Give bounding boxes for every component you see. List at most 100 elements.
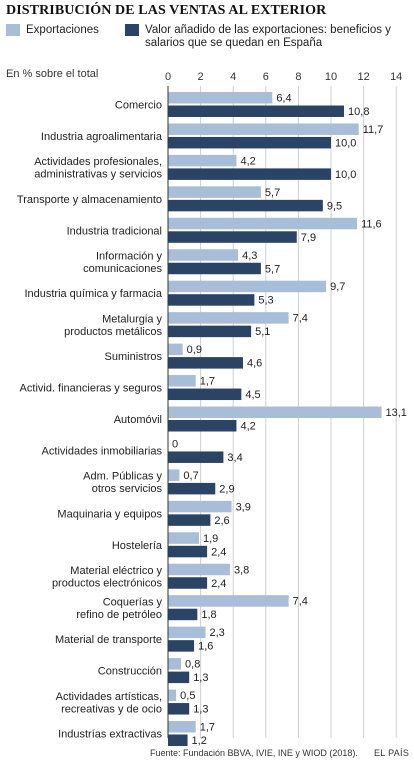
value-label-exportaciones: 0,7 [183, 470, 198, 482]
x-tick-label: 2 [198, 71, 204, 83]
bar-exportaciones [168, 469, 180, 481]
bar-valor-anadido [168, 105, 345, 117]
bar-exportaciones [168, 280, 327, 293]
legend-swatch-exportaciones [6, 24, 20, 36]
value-label-exportaciones: 7,4 [293, 313, 308, 325]
x-tick-label: 6 [263, 71, 269, 83]
legend-label-exportaciones: Exportaciones [26, 24, 99, 36]
bar-exportaciones [168, 721, 196, 733]
category-label: Industria agroalimentaria [41, 131, 163, 143]
bar-valor-anadido [168, 388, 242, 401]
category-label: Actividades artísticas, [56, 691, 162, 703]
category-label: Suministros [105, 351, 163, 363]
legend-item-exportaciones: Exportaciones [6, 24, 99, 37]
bar-valor-anadido [168, 136, 331, 149]
unit-label: En % sobre el total [6, 68, 99, 80]
category-label: recreativas y de ocio [61, 703, 162, 715]
category-label: Transporte y almacenamiento [17, 194, 162, 206]
value-label-valor-anadido: 1,8 [201, 609, 216, 621]
value-label-exportaciones: 1,7 [200, 376, 215, 388]
x-tick-label: 4 [230, 71, 236, 83]
legend-item-valor-anadido: Valor añadido de las exportaciones: bene… [125, 24, 410, 50]
category-label: productos electrónicos [52, 578, 163, 590]
category-label: Información y [96, 251, 163, 263]
value-label-valor-anadido: 2,4 [211, 578, 226, 590]
x-tick-label: 14 [390, 71, 402, 83]
bar-valor-anadido [168, 514, 211, 526]
value-label-exportaciones: 6,4 [276, 93, 291, 105]
category-label: Activid. financieras y seguros [20, 383, 163, 395]
value-label-exportaciones: 0,8 [185, 659, 200, 671]
value-label-exportaciones: 1,9 [203, 533, 218, 545]
category-label: Industria química y farmacia [24, 288, 162, 300]
value-label-valor-anadido: 4,5 [245, 389, 260, 401]
bar-exportaciones [168, 217, 358, 230]
value-label-exportaciones: 7,4 [293, 596, 308, 608]
bar-valor-anadido [168, 703, 190, 715]
value-label-exportaciones: 0,5 [180, 690, 195, 702]
bar-valor-anadido [168, 231, 297, 243]
value-label-exportaciones: 3,8 [234, 564, 249, 576]
category-label: Industrías extractivas [58, 729, 162, 741]
category-label: administrativas y servicios [34, 169, 162, 181]
value-label-valor-anadido: 1,6 [198, 641, 213, 653]
category-label: Material eléctrico y [70, 565, 162, 577]
value-label-exportaciones: 4,3 [242, 250, 257, 262]
bar-valor-anadido [168, 325, 252, 338]
bar-exportaciones [168, 406, 382, 418]
bar-exportaciones [168, 249, 239, 261]
category-label: Automóvil [114, 414, 162, 426]
bar-valor-anadido [168, 671, 190, 684]
value-label-valor-anadido: 7,9 [301, 232, 316, 244]
value-label-exportaciones: 4,2 [240, 155, 255, 167]
value-label-exportaciones: 2,3 [209, 627, 224, 639]
bar-exportaciones [168, 343, 183, 356]
bar-valor-anadido [168, 545, 208, 558]
value-label-valor-anadido: 4,2 [240, 421, 255, 433]
bar-exportaciones [168, 123, 359, 135]
category-label: Hostelería [112, 540, 163, 552]
value-label-valor-anadido: 10,0 [335, 169, 356, 181]
category-label: Maquinaria y equipos [57, 508, 162, 520]
bar-valor-anadido [168, 168, 331, 180]
value-label-valor-anadido: 3,4 [227, 452, 242, 464]
value-label-exportaciones: 3,9 [236, 501, 251, 513]
value-label-exportaciones: 1,7 [200, 722, 215, 734]
x-tick-label: 0 [165, 71, 171, 83]
x-tick-label: 12 [357, 71, 369, 83]
value-label-valor-anadido: 5,1 [255, 326, 270, 338]
category-label: productos metálicos [64, 326, 162, 338]
bar-exportaciones [168, 375, 196, 387]
category-label: Comercio [115, 100, 162, 112]
bar-exportaciones [168, 626, 206, 639]
category-label: comunicaciones [83, 263, 162, 275]
category-label: Actividades inmobiliarias [42, 445, 163, 457]
legend-label-valor-anadido: Valor añadido de las exportaciones: bene… [145, 24, 391, 49]
category-label: otros servicios [92, 483, 163, 495]
bar-valor-anadido [168, 294, 255, 306]
x-tick-label: 8 [295, 71, 301, 83]
value-label-valor-anadido: 2,6 [214, 515, 229, 527]
value-label-valor-anadido: 2,4 [211, 546, 226, 558]
bar-valor-anadido [168, 451, 224, 463]
bar-valor-anadido [168, 577, 208, 589]
bar-exportaciones [168, 154, 237, 167]
value-label-valor-anadido: 1,3 [193, 672, 208, 684]
category-label: Industria tradicional [67, 225, 162, 237]
value-label-valor-anadido: 4,6 [247, 358, 262, 370]
value-label-valor-anadido: 1,2 [192, 735, 207, 747]
bar-exportaciones [168, 92, 273, 104]
source-note: Fuente: Fundación BBVA, IVIE, INE y WIOD… [150, 748, 358, 758]
value-label-valor-anadido: 10,8 [348, 106, 369, 118]
bar-exportaciones [168, 500, 232, 513]
value-label-valor-anadido: 2,9 [219, 483, 234, 495]
category-label: Actividades profesionales, [34, 156, 162, 168]
brand-label: EL PAÍS [374, 748, 410, 758]
value-label-valor-anadido: 5,3 [258, 295, 273, 307]
category-label: Construcción [98, 666, 162, 678]
bar-valor-anadido [168, 262, 261, 275]
bar-valor-anadido [168, 608, 198, 621]
bar-valor-anadido [168, 734, 188, 746]
value-label-exportaciones: 0,9 [187, 344, 202, 356]
